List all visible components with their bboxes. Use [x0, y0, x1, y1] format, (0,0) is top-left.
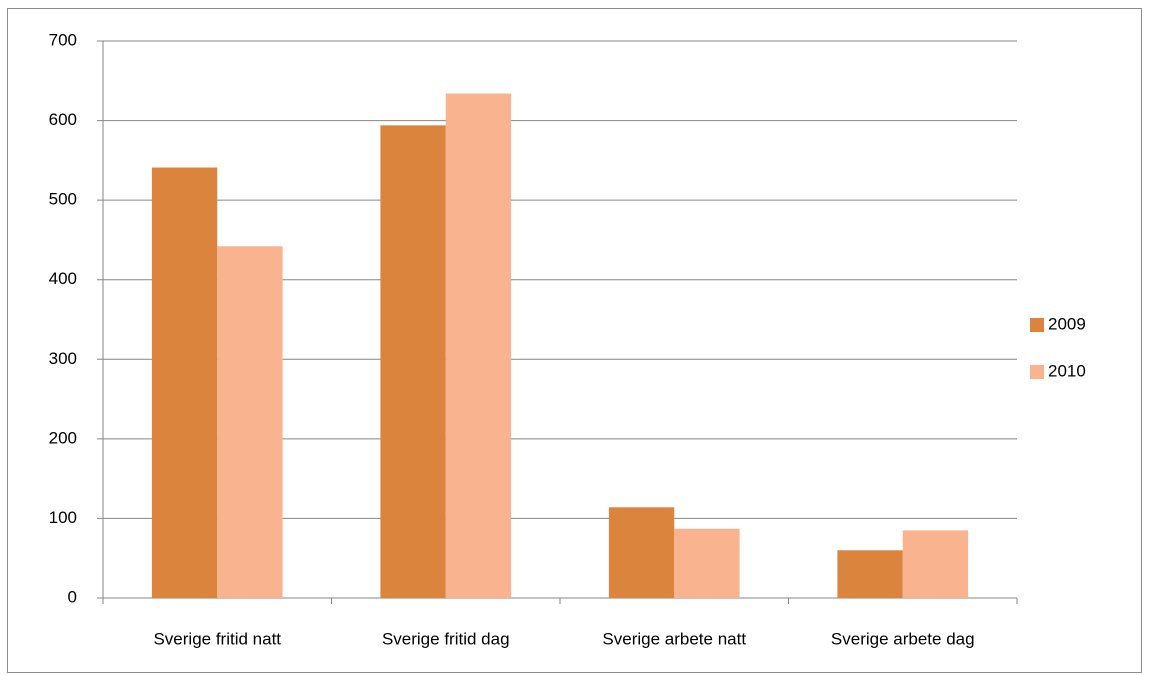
y-tick-label: 0	[68, 587, 77, 606]
bar	[445, 93, 512, 598]
x-tick-label: Sverige arbete natt	[602, 629, 746, 648]
x-tick-label: Sverige fritid natt	[153, 629, 281, 648]
bar	[902, 530, 969, 598]
bar	[380, 125, 446, 599]
x-tick-label: Sverige fritid dag	[382, 629, 510, 648]
bar	[837, 550, 903, 598]
y-tick-label: 400	[49, 269, 77, 288]
x-tick-label: Sverige arbete dag	[831, 629, 975, 648]
y-tick-label: 200	[49, 428, 77, 447]
y-tick-label: 300	[49, 349, 77, 368]
legend-label: 2009	[1048, 314, 1086, 333]
bar	[151, 167, 218, 599]
y-tick-label: 500	[49, 190, 77, 209]
y-tick-label: 100	[49, 508, 77, 527]
legend-label: 2010	[1048, 361, 1086, 380]
y-tick-label: 700	[49, 30, 77, 49]
legend-swatch	[1030, 365, 1044, 379]
legend-swatch	[1030, 318, 1044, 332]
bar	[674, 528, 740, 598]
bar	[608, 507, 675, 598]
y-tick-label: 600	[49, 110, 77, 129]
bar	[217, 246, 283, 598]
